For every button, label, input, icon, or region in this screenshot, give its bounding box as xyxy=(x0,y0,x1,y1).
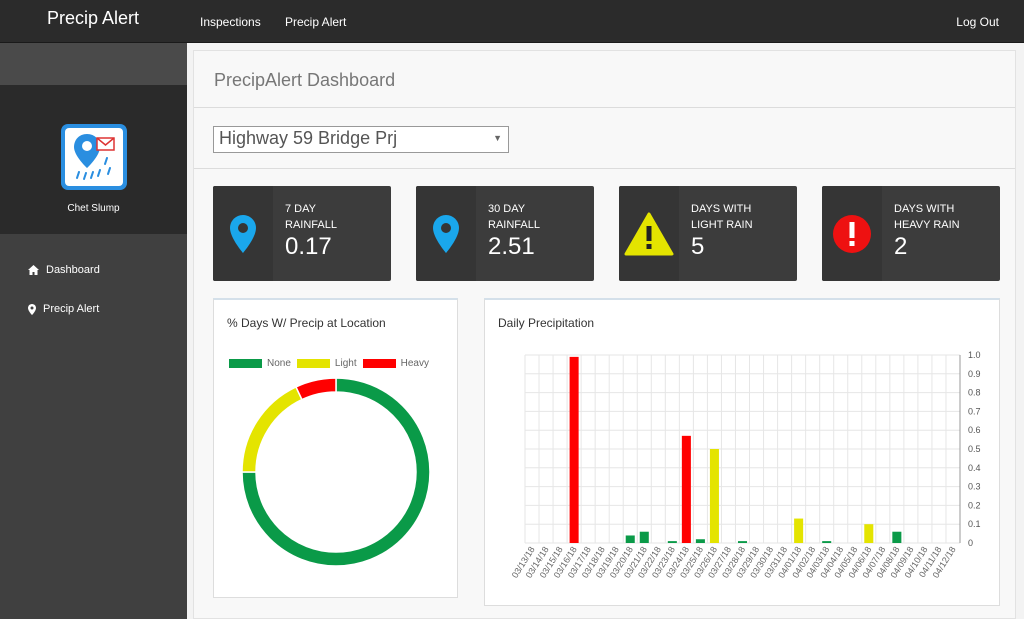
bar-04-03-18[interactable] xyxy=(822,541,832,543)
card-heavy-rain-days: DAYS WITH HEAVY RAIN 2 xyxy=(822,186,1000,281)
card-icon-panel xyxy=(213,186,273,281)
chevron-down-icon: ▼ xyxy=(493,133,502,143)
card-light-rain-days: DAYS WITH LIGHT RAIN 5 xyxy=(619,186,797,281)
y-tick-label: 0.9 xyxy=(968,369,981,379)
map-marker-icon xyxy=(28,303,36,315)
project-select[interactable]: Highway 59 Bridge Prj ▼ xyxy=(213,126,509,153)
sidebar-item-label: Precip Alert xyxy=(43,303,100,315)
y-tick-label: 0.4 xyxy=(968,463,981,473)
card-7-day-rainfall: 7 DAY RAINFALL 0.17 xyxy=(213,186,391,281)
card-value: 5 xyxy=(691,233,705,260)
sidebar-item-dashboard[interactable]: Dashboard xyxy=(28,264,100,276)
y-tick-label: 1.0 xyxy=(968,350,981,360)
alert-circle-icon xyxy=(833,214,871,253)
y-tick-label: 0 xyxy=(968,538,973,548)
card-value: 2 xyxy=(894,233,908,260)
y-tick-label: 0.5 xyxy=(968,444,981,454)
card-label: 7 DAY RAINFALL xyxy=(285,203,337,231)
bar-03-28-18[interactable] xyxy=(737,541,748,543)
bar-03-24-18[interactable] xyxy=(681,435,691,543)
nav-inspections[interactable]: Inspections xyxy=(200,15,261,29)
card-30-day-rainfall: 30 DAY RAINFALL 2.51 xyxy=(416,186,594,281)
card-label: DAYS WITH LIGHT RAIN xyxy=(691,203,753,231)
user-name: Chet Slump xyxy=(67,203,120,214)
bar-04-08-18[interactable] xyxy=(892,531,902,543)
y-tick-label: 0.1 xyxy=(968,519,981,529)
card-icon-panel xyxy=(416,186,476,281)
donut-chart-panel: % Days W/ Precip at Location None Light … xyxy=(213,298,458,598)
daily-precip-bar-chart[interactable]: 00.10.20.30.40.50.60.70.80.91.003/13/180… xyxy=(505,345,990,600)
donut-legend: None Light Heavy xyxy=(229,358,435,369)
bar-04-06-18[interactable] xyxy=(864,524,874,543)
y-tick-label: 0.3 xyxy=(968,482,981,492)
map-marker-icon xyxy=(433,214,459,253)
legend-item-light[interactable]: Light xyxy=(296,358,357,369)
map-marker-icon xyxy=(230,214,256,253)
sidebar-strip xyxy=(0,43,187,85)
logout-link[interactable]: Log Out xyxy=(956,15,999,29)
divider xyxy=(194,168,1015,169)
legend-item-heavy[interactable]: Heavy xyxy=(362,358,429,369)
project-select-value: Highway 59 Bridge Prj xyxy=(219,128,398,148)
y-tick-label: 0.6 xyxy=(968,425,981,435)
sidebar-item-precip-alert[interactable]: Precip Alert xyxy=(28,303,99,315)
sidebar-item-label: Dashboard xyxy=(46,264,100,276)
bar-chart-title: Daily Precipitation xyxy=(498,316,595,330)
card-value: 2.51 xyxy=(488,233,535,260)
y-tick-label: 0.2 xyxy=(968,500,981,510)
profile-block: Chet Slump xyxy=(0,85,187,234)
card-icon-panel xyxy=(619,186,679,281)
bar-03-16-18[interactable] xyxy=(569,356,579,543)
bar-03-20-18[interactable] xyxy=(625,535,635,543)
card-label: 30 DAY RAINFALL xyxy=(488,203,540,231)
page-title: PrecipAlert Dashboard xyxy=(214,70,396,90)
app-logo-icon xyxy=(61,124,127,190)
bar-03-21-18[interactable] xyxy=(639,531,649,543)
nav-precip-alert[interactable]: Precip Alert xyxy=(285,15,347,29)
bar-03-23-18[interactable] xyxy=(667,541,677,543)
donut-chart[interactable] xyxy=(241,377,431,567)
donut-chart-title: % Days W/ Precip at Location xyxy=(227,316,386,330)
card-icon-panel xyxy=(822,186,882,281)
top-navbar: Precip Alert Inspections Precip Alert Lo… xyxy=(0,0,1024,43)
bar-03-25-18[interactable] xyxy=(695,539,705,543)
bar-04-01-18[interactable] xyxy=(794,518,804,543)
bar-03-26-18[interactable] xyxy=(709,449,719,543)
y-tick-label: 0.7 xyxy=(968,406,981,416)
main-content: PrecipAlert Dashboard Highway 59 Bridge … xyxy=(193,50,1016,619)
bar-chart-panel: Daily Precipitation 0 0.1 0.2 0.3 0.4 0.5 0.6 0… xyxy=(484,298,1000,606)
divider xyxy=(194,107,1015,108)
warning-icon xyxy=(624,212,674,255)
brand-title[interactable]: Precip Alert xyxy=(47,8,140,28)
donut-slice-light[interactable] xyxy=(241,385,303,473)
y-tick-label: 0.8 xyxy=(968,388,981,398)
legend-item-none[interactable]: None xyxy=(229,358,291,369)
card-label: DAYS WITH HEAVY RAIN xyxy=(894,203,960,231)
card-value: 0.17 xyxy=(285,233,332,260)
donut-slice-heavy[interactable] xyxy=(294,377,337,401)
home-icon xyxy=(28,265,39,275)
sidebar: Chet Slump Dashboard Precip Alert xyxy=(0,43,187,619)
